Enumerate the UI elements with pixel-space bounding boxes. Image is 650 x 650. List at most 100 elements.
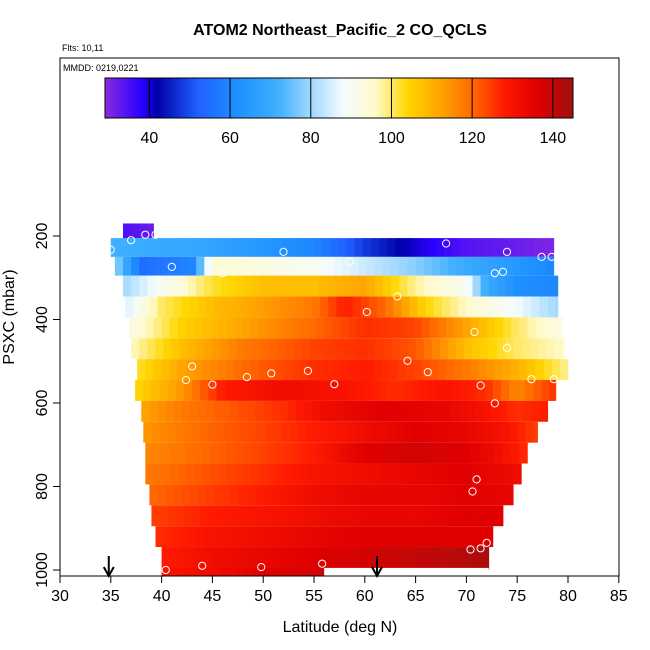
heatmap-cell <box>311 296 321 318</box>
heatmap-cell <box>316 442 325 464</box>
heatmap-cell <box>137 359 146 381</box>
heatmap-cell <box>413 442 423 464</box>
heatmap-cell <box>334 256 343 276</box>
heatmap-cell <box>165 296 175 318</box>
heatmap-cell <box>238 296 248 318</box>
heatmap-cell <box>366 338 376 360</box>
heatmap-cell <box>500 380 510 401</box>
heatmap-cell <box>379 238 388 257</box>
heatmap-cell <box>462 442 471 464</box>
colorbar-segment <box>327 78 330 118</box>
heatmap-cell <box>202 567 211 576</box>
heatmap-cell <box>411 421 421 443</box>
colorbar-segment <box>555 78 558 118</box>
heatmap-cell <box>480 275 490 297</box>
colorbar-segment <box>189 78 192 118</box>
heatmap-cell <box>200 380 209 401</box>
colorbar-segment <box>117 78 120 118</box>
heatmap-cell <box>281 421 291 443</box>
heatmap-cell <box>309 338 319 360</box>
colorbar-segment <box>355 78 358 118</box>
heatmap-cell <box>334 338 343 360</box>
heatmap-cell <box>541 238 551 257</box>
heatmap-cell <box>519 317 528 339</box>
colorbar-segment <box>291 78 294 118</box>
heatmap-cell <box>234 317 244 339</box>
heatmap-cell <box>433 484 443 506</box>
heatmap-cell <box>307 442 317 464</box>
colorbar-segment <box>197 78 200 118</box>
heatmap-cell <box>340 317 349 339</box>
colorbar-segment <box>233 78 236 118</box>
heatmap-cell <box>456 275 465 297</box>
heatmap-cell <box>157 400 167 422</box>
heatmap-cell <box>287 400 297 422</box>
sample-point <box>106 245 115 254</box>
heatmap-cell <box>525 380 534 401</box>
heatmap-cell <box>318 256 327 276</box>
heatmap-cell <box>179 338 189 360</box>
heatmap-cell <box>391 275 400 297</box>
heatmap-cell <box>220 256 230 276</box>
heatmap-cell <box>301 275 311 297</box>
colorbar-segment <box>509 78 512 118</box>
heatmap-cell <box>143 238 152 257</box>
heatmap-cell <box>175 505 185 527</box>
heatmap-cell <box>348 317 358 339</box>
heatmap-cell <box>328 400 337 422</box>
heatmap-cell <box>297 505 307 527</box>
heatmap-cell <box>405 442 414 464</box>
colorbar-segment <box>125 78 128 118</box>
heatmap-cell <box>395 505 404 527</box>
heatmap-cell <box>358 275 368 297</box>
heatmap-cell <box>265 505 274 527</box>
heatmap-cell <box>261 526 270 548</box>
heatmap-cell <box>236 256 246 276</box>
heatmap-cell <box>244 338 254 360</box>
colorbar-segment <box>171 78 174 118</box>
heatmap-cell <box>346 238 356 257</box>
sample-point <box>498 267 508 276</box>
heatmap-cell <box>309 275 319 297</box>
heatmap-cell <box>446 463 455 485</box>
heatmap-cell <box>299 463 309 485</box>
heatmap-cell <box>291 359 301 381</box>
heatmap-cell <box>141 400 150 422</box>
heatmap-cell <box>370 505 380 527</box>
heatmap-cell <box>429 317 439 339</box>
heatmap-cell <box>496 338 506 360</box>
colorbar-segment <box>121 78 124 118</box>
heatmap-cell <box>478 442 488 464</box>
heatmap-cell <box>413 359 423 381</box>
heatmap-cell <box>212 275 221 297</box>
heatmap-cell <box>295 484 305 506</box>
heatmap-cell <box>494 463 504 485</box>
heatmap-cell <box>194 567 203 576</box>
heatmap-cell <box>332 463 341 485</box>
heatmap-cell <box>433 400 443 422</box>
heatmap-cell <box>301 256 311 276</box>
sample-point <box>345 257 354 266</box>
heatmap-cell <box>183 421 193 443</box>
sample-point <box>167 262 176 271</box>
heatmap-cell <box>131 338 140 360</box>
sample-point <box>403 356 412 365</box>
colorbar-segment <box>307 78 310 118</box>
heatmap-cell <box>456 338 465 360</box>
x-tick-label: 70 <box>458 588 476 605</box>
heatmap-cell <box>210 547 219 570</box>
heatmap-cell <box>342 526 351 548</box>
colorbar-segment <box>501 78 504 118</box>
x-tick-label: 40 <box>153 588 171 605</box>
heatmap-cell <box>326 275 335 297</box>
heatmap-cell <box>188 275 197 297</box>
sample-point <box>393 292 402 301</box>
heatmap-cell <box>393 400 402 422</box>
heatmap-cell <box>307 567 317 576</box>
heatmap-cell <box>179 275 189 297</box>
colorbar-segment <box>317 78 320 118</box>
heatmap-cell <box>533 421 538 443</box>
heatmap-cell <box>342 338 351 360</box>
heatmap-cell <box>314 380 323 401</box>
colorbar-segment <box>541 78 544 118</box>
